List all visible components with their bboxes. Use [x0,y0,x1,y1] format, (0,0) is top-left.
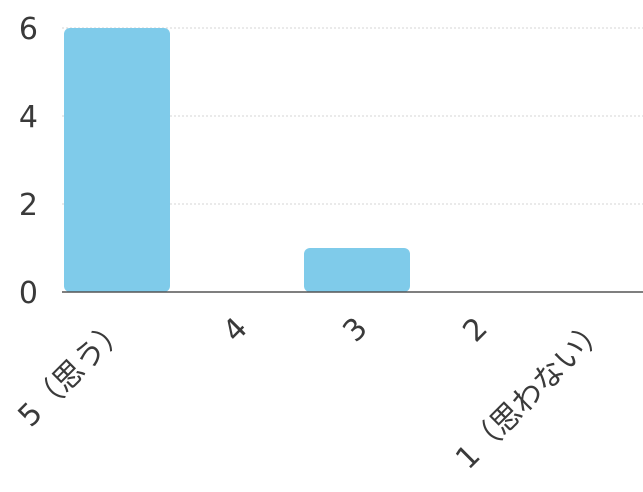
x-tick-labels: 5（思う） 4 3 21（思わない） [12,311,615,477]
bar-0 [64,28,170,292]
y-tick-label-4: 4 [19,100,38,135]
x-tick-label-2: 3 [336,311,374,349]
x-tick-label-1: 4 [216,311,254,349]
bar-2 [304,248,410,292]
y-tick-label-6: 6 [19,12,38,47]
y-tick-label-0: 0 [19,276,38,311]
x-tick-label-0: 5（思う） [12,311,135,434]
y-tick-labels: 0 2 4 6 [19,12,38,311]
x-tick-label-3: 2 [456,311,494,349]
y-tick-label-2: 2 [19,188,38,223]
bars [64,28,410,292]
